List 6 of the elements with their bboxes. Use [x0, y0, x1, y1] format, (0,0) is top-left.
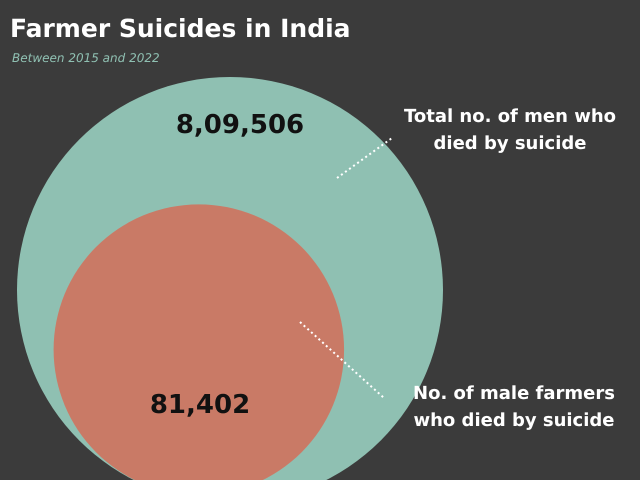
data-label: 8,09,506 — [176, 110, 304, 140]
data-label: 81,402 — [150, 390, 250, 420]
text: Between 2015 and 2022 — [12, 51, 160, 65]
category-label: No. of male farmers who died by suicide — [412, 382, 616, 433]
category-label: Total no. of men who died by suicide — [402, 105, 618, 156]
text: Farmer Suicides in India — [10, 14, 351, 43]
